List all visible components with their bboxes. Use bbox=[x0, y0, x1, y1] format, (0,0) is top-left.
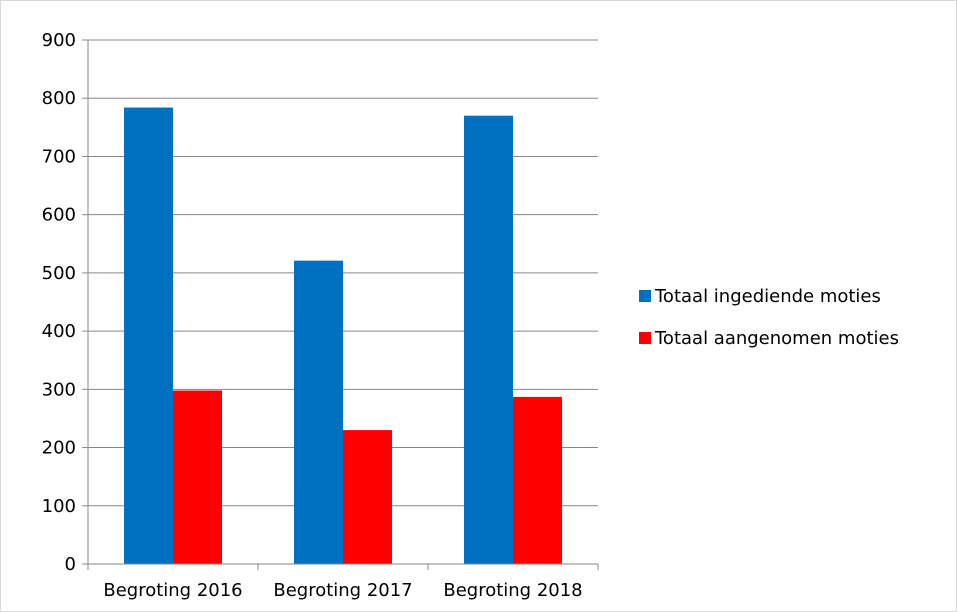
y-tick-label: 100 bbox=[42, 496, 76, 517]
legend-label-2: Totaal aangenomen moties bbox=[654, 328, 899, 349]
y-tick-label: 300 bbox=[42, 379, 76, 400]
y-tick-label: 500 bbox=[42, 263, 76, 284]
legend-label-1: Totaal ingediende moties bbox=[654, 286, 881, 307]
legend-swatch-2 bbox=[639, 332, 651, 344]
y-tick-label: 800 bbox=[42, 88, 76, 109]
y-tick-label: 600 bbox=[42, 205, 76, 226]
bar-ingediend-3 bbox=[464, 115, 513, 564]
y-tick-label: 0 bbox=[65, 554, 76, 575]
bar-ingediend-2 bbox=[294, 260, 343, 564]
y-axis-ticks: 0 100 200 300 400 500 600 700 800 900 bbox=[42, 30, 88, 575]
y-tick-label: 400 bbox=[42, 321, 76, 342]
bars bbox=[124, 107, 562, 564]
y-tick-label: 700 bbox=[42, 146, 76, 167]
x-axis-ticks: Begroting 2016 Begroting 2017 Begroting 20… bbox=[87, 564, 599, 601]
legend: Totaal ingediende moties Totaal aangenome… bbox=[639, 286, 899, 349]
axes bbox=[87, 40, 598, 565]
legend-swatch-1 bbox=[639, 290, 651, 302]
y-tick-label: 200 bbox=[42, 438, 76, 459]
x-tick-label: Begroting 2016 bbox=[103, 580, 242, 601]
bar-ingediend-1 bbox=[124, 107, 173, 564]
bar-aangenomen-2 bbox=[343, 430, 392, 564]
y-tick-label: 900 bbox=[42, 30, 76, 51]
bar-aangenomen-1 bbox=[173, 390, 222, 564]
bar-aangenomen-3 bbox=[513, 396, 562, 564]
x-tick-label: Begroting 2017 bbox=[273, 580, 412, 601]
x-tick-label: Begroting 2018 bbox=[443, 580, 582, 601]
